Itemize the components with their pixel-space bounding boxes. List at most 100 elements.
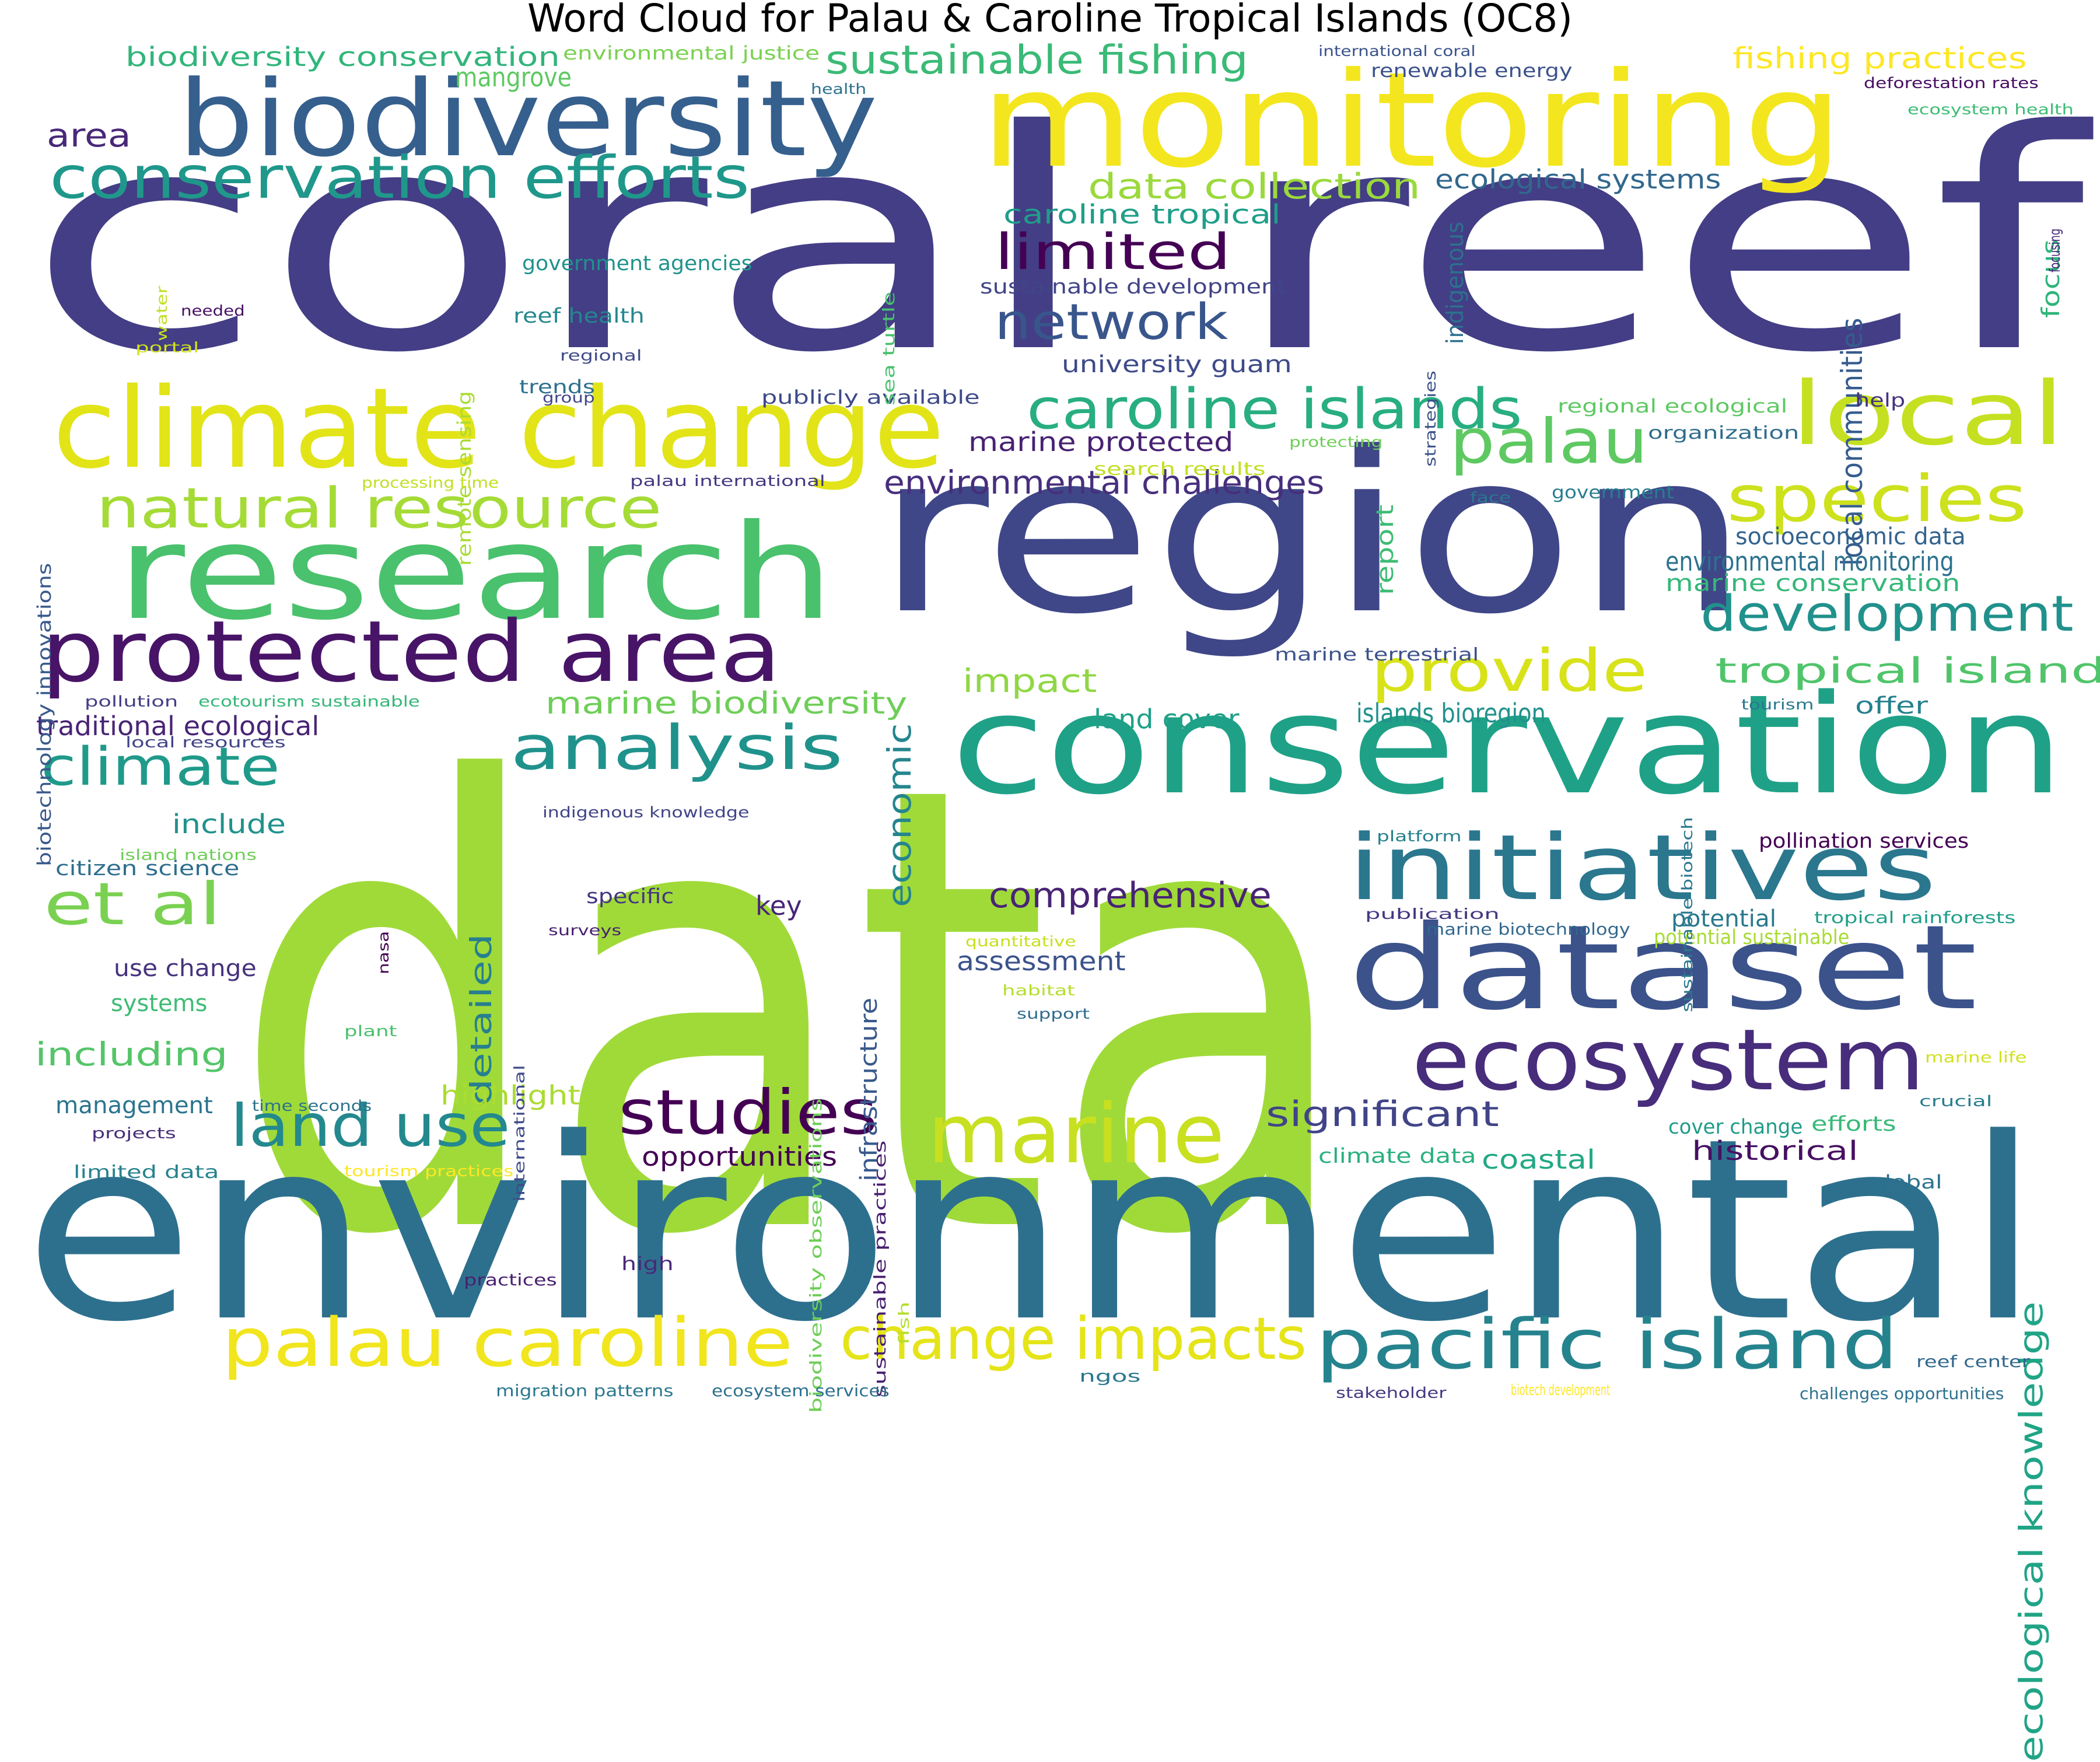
word-government-agencies: government agencies (522, 252, 752, 275)
word-key: key (755, 890, 802, 921)
word-support: support (1017, 1005, 1090, 1022)
word-environmental-monitoring: environmental monitoring (1665, 546, 1954, 577)
word-monitoring: monitoring (980, 44, 1844, 197)
word-practices: practices (464, 1270, 557, 1289)
word-limited-data: limited data (74, 1162, 219, 1183)
word-marine-conservation: marine conservation (1665, 570, 1961, 597)
chart-title: Word Cloud for Palau & Caroline Tropical… (527, 0, 1573, 41)
word-fishing-practices: fishing practices (1732, 41, 2027, 75)
word-ecotourism-sustainable: ecotourism sustainable (198, 693, 420, 711)
word-sustainable-practices: sustainable practices (870, 1140, 890, 1397)
word-marine: marine (928, 1087, 1225, 1182)
word-analysis: analysis (510, 712, 844, 784)
word-ngos: ngos (1079, 1366, 1141, 1386)
word-quantitative: quantitative (965, 933, 1076, 950)
word-initiatives: initiatives (1348, 815, 1937, 921)
word-land-cover: land cover (1094, 704, 1240, 735)
word-protecting: protecting (1289, 433, 1383, 450)
word-local: local (1791, 363, 2065, 465)
word-trends: trends (519, 376, 595, 398)
word-environmental-challenges: environmental challenges (884, 464, 1325, 501)
word-ecosystem-health: ecosystem health (1908, 101, 2074, 118)
word-include: include (172, 809, 286, 840)
word-ecological-systems: ecological systems (1435, 164, 1721, 195)
word-biodiversity-observations: biodiversity observations (806, 1098, 825, 1413)
word-processing-time: processing time (362, 474, 499, 492)
word-development: development (1700, 585, 2074, 643)
word-publication: publication (1365, 906, 1500, 922)
word-tourism-practices: tourism practices (344, 1163, 514, 1180)
word-natural-resource: natural resource (96, 477, 662, 541)
word-report: report (1372, 504, 1399, 595)
word-cover-change: cover change (1668, 1116, 1803, 1139)
word-pollution: pollution (85, 693, 178, 711)
word-historical: historical (1692, 1135, 1859, 1166)
word-efforts: efforts (1811, 1113, 1896, 1136)
word-international-coral: international coral (1318, 43, 1476, 60)
word-plant: plant (344, 1023, 397, 1040)
word-marine-biotechnology: marine biotechnology (1426, 920, 1630, 939)
word-change-impacts: change impacts (840, 1305, 1307, 1373)
word-climate-data: climate data (1318, 1145, 1476, 1168)
word-protected-area: protected area (41, 603, 782, 701)
word-use-change: use change (114, 955, 257, 982)
word-systems: systems (111, 990, 208, 1017)
word-publicly-available: publicly available (761, 386, 980, 408)
word-offer: offer (1855, 693, 1929, 719)
word-caroline-islands: caroline islands (1027, 377, 1522, 442)
word-sea-turtle: sea turtle (879, 291, 898, 405)
word-sustainable-development: sustainable development (980, 275, 1286, 299)
word-research: research (117, 497, 835, 649)
word-conservation-efforts: conservation efforts (50, 144, 750, 212)
word-global: global (1870, 1171, 1943, 1193)
word-et-al: et al (44, 870, 222, 938)
word-tropical-rainforests: tropical rainforests (1814, 908, 2016, 927)
word-health: health (811, 81, 867, 97)
word-deforestation-rates: deforestation rates (1864, 75, 2039, 92)
word-area: area (47, 117, 131, 154)
word-marine-protected: marine protected (968, 426, 1234, 457)
word-coral-reef: coral reef (26, 65, 2085, 419)
word-regional-ecological: regional ecological (1558, 395, 1788, 417)
word-network: network (995, 293, 1228, 351)
word-indigenous: indigenous (1442, 222, 1469, 344)
word-potential: potential (1671, 906, 1776, 932)
word-caroline-tropical: caroline tropical (1003, 199, 1281, 230)
word-comprehensive: comprehensive (989, 875, 1272, 916)
word-data: data (230, 655, 1357, 1369)
word-migration-patterns: migration patterns (496, 1381, 674, 1400)
word-data-collection: data collection (1088, 166, 1421, 207)
word-international: international (511, 1064, 528, 1202)
word-environmental-justice: environmental justice (563, 42, 820, 64)
word-island-nations: island nations (120, 847, 257, 864)
word-including: including (35, 1036, 228, 1073)
word-platform: platform (1377, 828, 1462, 845)
word-biotech-development: biotech development (1511, 1382, 1611, 1399)
word-high: high (621, 1253, 674, 1275)
word-highlight: highlight (440, 1080, 580, 1111)
word-climate-change: climate change (52, 364, 945, 493)
word-tourism: tourism (1741, 696, 1814, 713)
word-reef-center: reef center (1916, 1352, 2031, 1371)
word-specific: specific (586, 885, 674, 908)
word-indigenous-knowledge: indigenous knowledge (542, 804, 750, 821)
word-strategies: strategies (1422, 370, 1440, 467)
word-government: government (1552, 483, 1674, 503)
word-crucial: crucial (1919, 1093, 1993, 1110)
word-potential-sustainable: potential sustainable (1654, 926, 1850, 949)
word-conservation: conservation (951, 666, 2065, 825)
word-biodiversity: biodiversity (178, 58, 878, 180)
word-palau-international: palau international (630, 473, 825, 490)
word-water: water (153, 285, 170, 341)
word-habitat: habitat (1002, 982, 1075, 999)
word-studies: studies (618, 1077, 878, 1148)
word-surveys: surveys (548, 922, 622, 939)
word-renewable-energy: renewable energy (1371, 60, 1573, 82)
word-species: species (1727, 462, 2027, 536)
word-pollination-services: pollination services (1759, 830, 1969, 853)
word-university-guam: university guam (1062, 351, 1292, 378)
word-climate: climate (41, 736, 280, 798)
word-traditional-ecological: traditional ecological (36, 711, 320, 742)
word-face: face (1470, 489, 1511, 506)
word-mangrove: mangrove (455, 62, 572, 93)
